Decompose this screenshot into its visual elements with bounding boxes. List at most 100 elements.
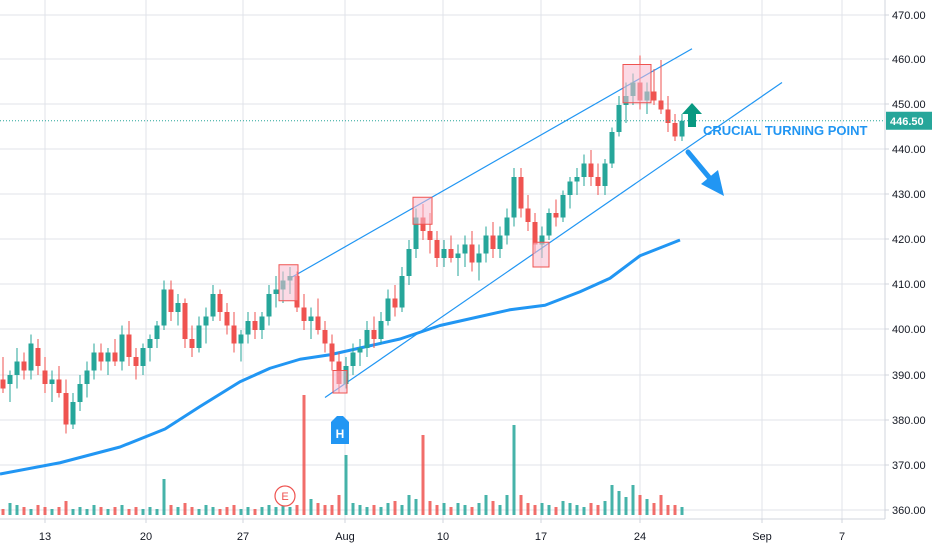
volume-bar	[554, 507, 558, 515]
candle-body	[609, 132, 615, 164]
volume-bar	[232, 505, 236, 515]
candle-body	[406, 249, 412, 276]
time-tick-label: 27	[237, 531, 249, 543]
highlight-boxes	[278, 64, 652, 394]
candle-body	[70, 402, 76, 425]
candle-body	[203, 316, 209, 326]
time-tick-label: Aug	[335, 531, 355, 543]
volume-bar	[295, 505, 299, 515]
volume-bar	[477, 503, 481, 515]
volume-bar	[8, 503, 12, 515]
price-tick-label: 400.00	[892, 324, 926, 336]
price-tick-label: 390.00	[892, 370, 926, 382]
highlight-box	[332, 370, 348, 394]
candle-body	[651, 91, 657, 101]
candle-body	[126, 334, 132, 357]
volume-bar	[260, 507, 264, 515]
price-axis-bg	[885, 0, 932, 550]
volume-bar	[120, 505, 124, 515]
candle-body	[112, 352, 118, 362]
price-tick-label: 440.00	[892, 144, 926, 156]
last-price-label: 446.50	[890, 116, 924, 128]
candle-body	[98, 352, 104, 362]
e-badge-label: E	[281, 491, 288, 503]
candle-body	[119, 334, 125, 362]
candle-body	[574, 177, 580, 182]
candle-body	[595, 177, 601, 186]
candle-body	[133, 357, 139, 366]
volume-bar	[372, 505, 376, 515]
volume-bar	[449, 507, 453, 515]
volume-bar	[666, 505, 670, 515]
volume-bar	[645, 499, 649, 515]
time-tick-label: 7	[839, 531, 845, 543]
volume-bar	[169, 505, 173, 515]
volume-bar	[442, 503, 446, 515]
candle-body	[14, 361, 20, 375]
candle-body	[224, 312, 230, 326]
candle-body	[28, 343, 34, 371]
annotations: CRUCIAL TURNING POINT H E	[0, 103, 885, 507]
candle-body	[308, 316, 314, 321]
time-tick-label: Sep	[752, 531, 772, 543]
candle-body	[266, 294, 272, 317]
price-tick-label: 370.00	[892, 460, 926, 472]
volume-bar	[274, 507, 278, 515]
down-arrow-shaft	[685, 149, 716, 185]
channel-lower-line	[324, 82, 783, 398]
candle-body	[7, 375, 13, 384]
candle-body	[245, 321, 251, 335]
candle-body	[364, 330, 370, 348]
candle-body	[399, 276, 405, 308]
candle-body	[665, 109, 671, 123]
volume-bar	[596, 505, 600, 515]
candle-body	[350, 352, 356, 366]
candle-body	[455, 253, 461, 258]
highlight-box	[412, 196, 433, 225]
volume-bar	[29, 509, 33, 515]
candle-body	[504, 217, 510, 236]
candle-body	[91, 352, 97, 371]
candle-body	[161, 289, 167, 326]
volume-bar	[246, 507, 250, 515]
candle-body	[147, 339, 153, 348]
candle-body	[511, 177, 517, 218]
volume-bar	[547, 505, 551, 515]
candles	[0, 55, 685, 434]
price-tick-label: 460.00	[892, 54, 926, 66]
volume-bar	[568, 503, 572, 515]
volume-bar	[183, 503, 187, 515]
candle-body	[301, 307, 307, 321]
volume-bar	[253, 509, 257, 515]
volume-bar	[323, 505, 327, 515]
e-badge: E	[274, 485, 296, 507]
volume-bar	[302, 395, 306, 515]
volume-bar	[526, 503, 530, 515]
candle-body	[658, 100, 664, 110]
volume-bar	[113, 507, 117, 515]
volume-bars	[1, 395, 684, 515]
candle-body	[525, 208, 531, 222]
price-tick-label: 420.00	[892, 234, 926, 246]
candle-body	[315, 316, 321, 330]
candle-body	[581, 163, 587, 177]
candle-body	[679, 120, 685, 137]
volume-bar	[680, 507, 684, 515]
candle-body	[105, 352, 111, 362]
highlight-box	[532, 241, 550, 268]
time-tick-label: 17	[535, 531, 547, 543]
volume-bar	[22, 507, 26, 515]
volume-bar	[652, 503, 656, 515]
volume-bar	[50, 509, 54, 515]
volume-bar	[218, 509, 222, 515]
h-badge-shape	[331, 416, 349, 444]
time-tick-label: 20	[140, 531, 152, 543]
candle-body	[21, 361, 27, 371]
volume-bar	[127, 509, 131, 515]
time-tick-label: 24	[634, 531, 646, 543]
h-badge: H	[331, 416, 349, 444]
volume-bar	[393, 501, 397, 515]
volume-bar	[57, 507, 61, 515]
